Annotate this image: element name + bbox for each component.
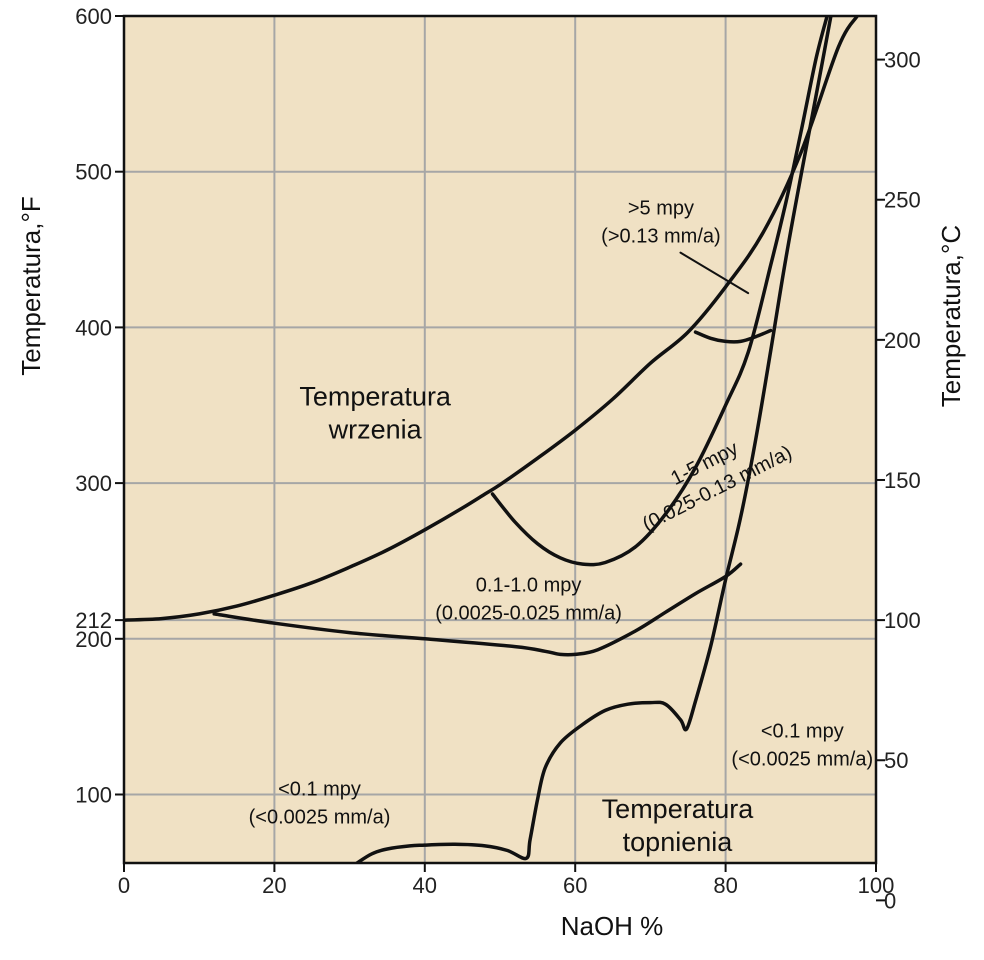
annotation-6-line-0: Temperatura bbox=[602, 794, 755, 824]
y-left-tick-label-212: 212 bbox=[75, 608, 112, 633]
annotation-5: <0.1 mpy (<0.0025 mm/a) bbox=[731, 721, 873, 771]
annotation-1-line-0: >5 mpy bbox=[628, 198, 694, 220]
y-right-tick-label-250: 250 bbox=[884, 188, 921, 213]
plot-frame bbox=[122, 14, 878, 865]
x-tick-label-60: 60 bbox=[563, 873, 587, 898]
annotation-3-line-0: 0.1-1.0 mpy bbox=[476, 574, 582, 596]
annotation-6-line-1: topnienia bbox=[623, 827, 734, 857]
x-tick-label-40: 40 bbox=[413, 873, 437, 898]
y-axis-right-label: Temperatura,°C bbox=[936, 225, 966, 407]
series-line-4 bbox=[693, 328, 773, 344]
annotation-3-line-1: (0.0025-0.025 mm/a) bbox=[435, 602, 622, 624]
series-line-3 bbox=[490, 16, 829, 567]
annotation-1: >5 mpy (>0.13 mm/a) bbox=[601, 198, 720, 248]
curves bbox=[124, 16, 859, 863]
x-tick-label-0: 0 bbox=[118, 873, 130, 898]
y-left-tick-label-300: 300 bbox=[75, 471, 112, 496]
annotation-5-line-1: (<0.0025 mm/a) bbox=[731, 749, 873, 771]
y-right-tick-label-100: 100 bbox=[884, 608, 921, 633]
annotation-4-line-1: (<0.0025 mm/a) bbox=[249, 806, 391, 828]
y-axis-left-label: Temperatura,°F bbox=[16, 196, 46, 375]
annotation-0-line-1: wrzenia bbox=[328, 415, 423, 445]
annotation-5-line-0: <0.1 mpy bbox=[761, 721, 844, 743]
plot-area bbox=[124, 16, 876, 863]
series-line-5 bbox=[679, 251, 750, 295]
y-right-tick-label-150: 150 bbox=[884, 468, 921, 493]
annotation-4-line-0: <0.1 mpy bbox=[278, 778, 361, 800]
ticks bbox=[115, 15, 885, 902]
y-left-tick-label-100: 100 bbox=[75, 782, 112, 807]
y-left-tick-label-200: 200 bbox=[75, 627, 112, 652]
series-line-2 bbox=[212, 562, 743, 657]
x-tick-label-100: 100 bbox=[858, 873, 895, 898]
tick-labels: 0 20 40 60 80 1006005004003002122001003002502… bbox=[75, 4, 920, 913]
x-axis-label: NaOH % bbox=[561, 911, 664, 941]
annotation-3: 0.1-1.0 mpy (0.0025-0.025 mm/a) bbox=[435, 574, 622, 624]
y-left-tick-label-500: 500 bbox=[75, 160, 112, 185]
y-left-tick-label-400: 400 bbox=[75, 315, 112, 340]
series-line-1 bbox=[355, 16, 833, 863]
y-right-tick-label-50: 50 bbox=[884, 748, 908, 773]
y-right-tick-label-300: 300 bbox=[884, 48, 921, 73]
y-right-tick-label-0: 0 bbox=[884, 888, 896, 913]
y-right-tick-label-200: 200 bbox=[884, 328, 921, 353]
annotation-4: <0.1 mpy (<0.0025 mm/a) bbox=[249, 778, 391, 828]
x-tick-label-20: 20 bbox=[262, 873, 286, 898]
annotation-0-line-0: Temperatura bbox=[299, 382, 452, 412]
x-tick-label-80: 80 bbox=[713, 873, 737, 898]
series-line-0 bbox=[124, 16, 859, 622]
y-left-tick-label-600: 600 bbox=[75, 4, 112, 29]
annotation-1-line-1: (>0.13 mm/a) bbox=[601, 226, 720, 248]
